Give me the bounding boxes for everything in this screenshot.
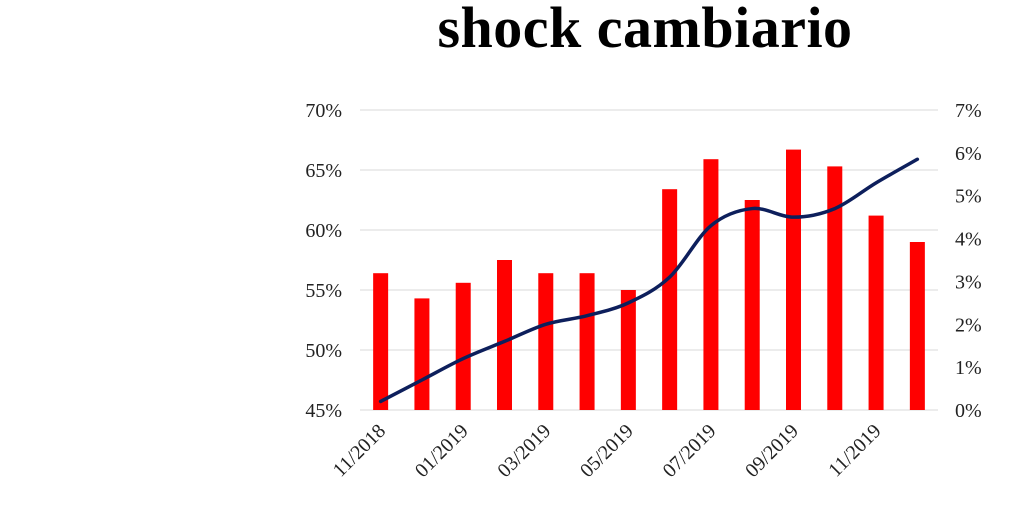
y-left-tick-label: 55% bbox=[305, 280, 342, 302]
x-tick-label: 11/2018 bbox=[329, 420, 390, 481]
x-tick-label: 07/2019 bbox=[659, 420, 721, 482]
y-right-tick-label: 4% bbox=[955, 229, 982, 251]
y-left-tick-label: 50% bbox=[305, 340, 342, 362]
y-right-tick-label: 6% bbox=[955, 143, 982, 165]
bar bbox=[497, 260, 512, 410]
line-series bbox=[378, 157, 920, 404]
bar bbox=[744, 200, 760, 410]
y-left-tick-label: 65% bbox=[305, 160, 342, 182]
y-left-tick-label: 60% bbox=[305, 220, 342, 242]
bar bbox=[414, 298, 430, 410]
bar bbox=[827, 166, 843, 410]
bar bbox=[620, 290, 636, 410]
x-tick-label: 11/2019 bbox=[824, 420, 885, 481]
bar bbox=[786, 149, 801, 410]
y-left-tick-label: 70% bbox=[305, 100, 342, 122]
y-right-tick-label: 7% bbox=[955, 100, 982, 122]
bar bbox=[538, 273, 554, 410]
x-tick-label: 01/2019 bbox=[411, 420, 473, 482]
y-right-tick-label: 5% bbox=[955, 186, 982, 208]
x-tick-label: 03/2019 bbox=[493, 420, 555, 482]
y-left-tick-label: 45% bbox=[305, 400, 342, 422]
y-right-tick-label: 1% bbox=[955, 357, 982, 379]
bar bbox=[662, 189, 678, 410]
chart-title: shock cambiario bbox=[437, 0, 853, 60]
bar bbox=[909, 242, 925, 410]
bar bbox=[703, 159, 719, 410]
x-tick-label: 09/2019 bbox=[741, 420, 803, 482]
y-right-tick-label: 2% bbox=[955, 314, 982, 336]
y-right-tick-label: 3% bbox=[955, 271, 982, 293]
x-tick-label: 05/2019 bbox=[576, 420, 638, 482]
bar bbox=[373, 273, 389, 410]
bar bbox=[455, 282, 471, 410]
y-right-tick-label: 0% bbox=[955, 400, 982, 422]
bar bbox=[868, 215, 884, 410]
bar bbox=[579, 273, 595, 410]
